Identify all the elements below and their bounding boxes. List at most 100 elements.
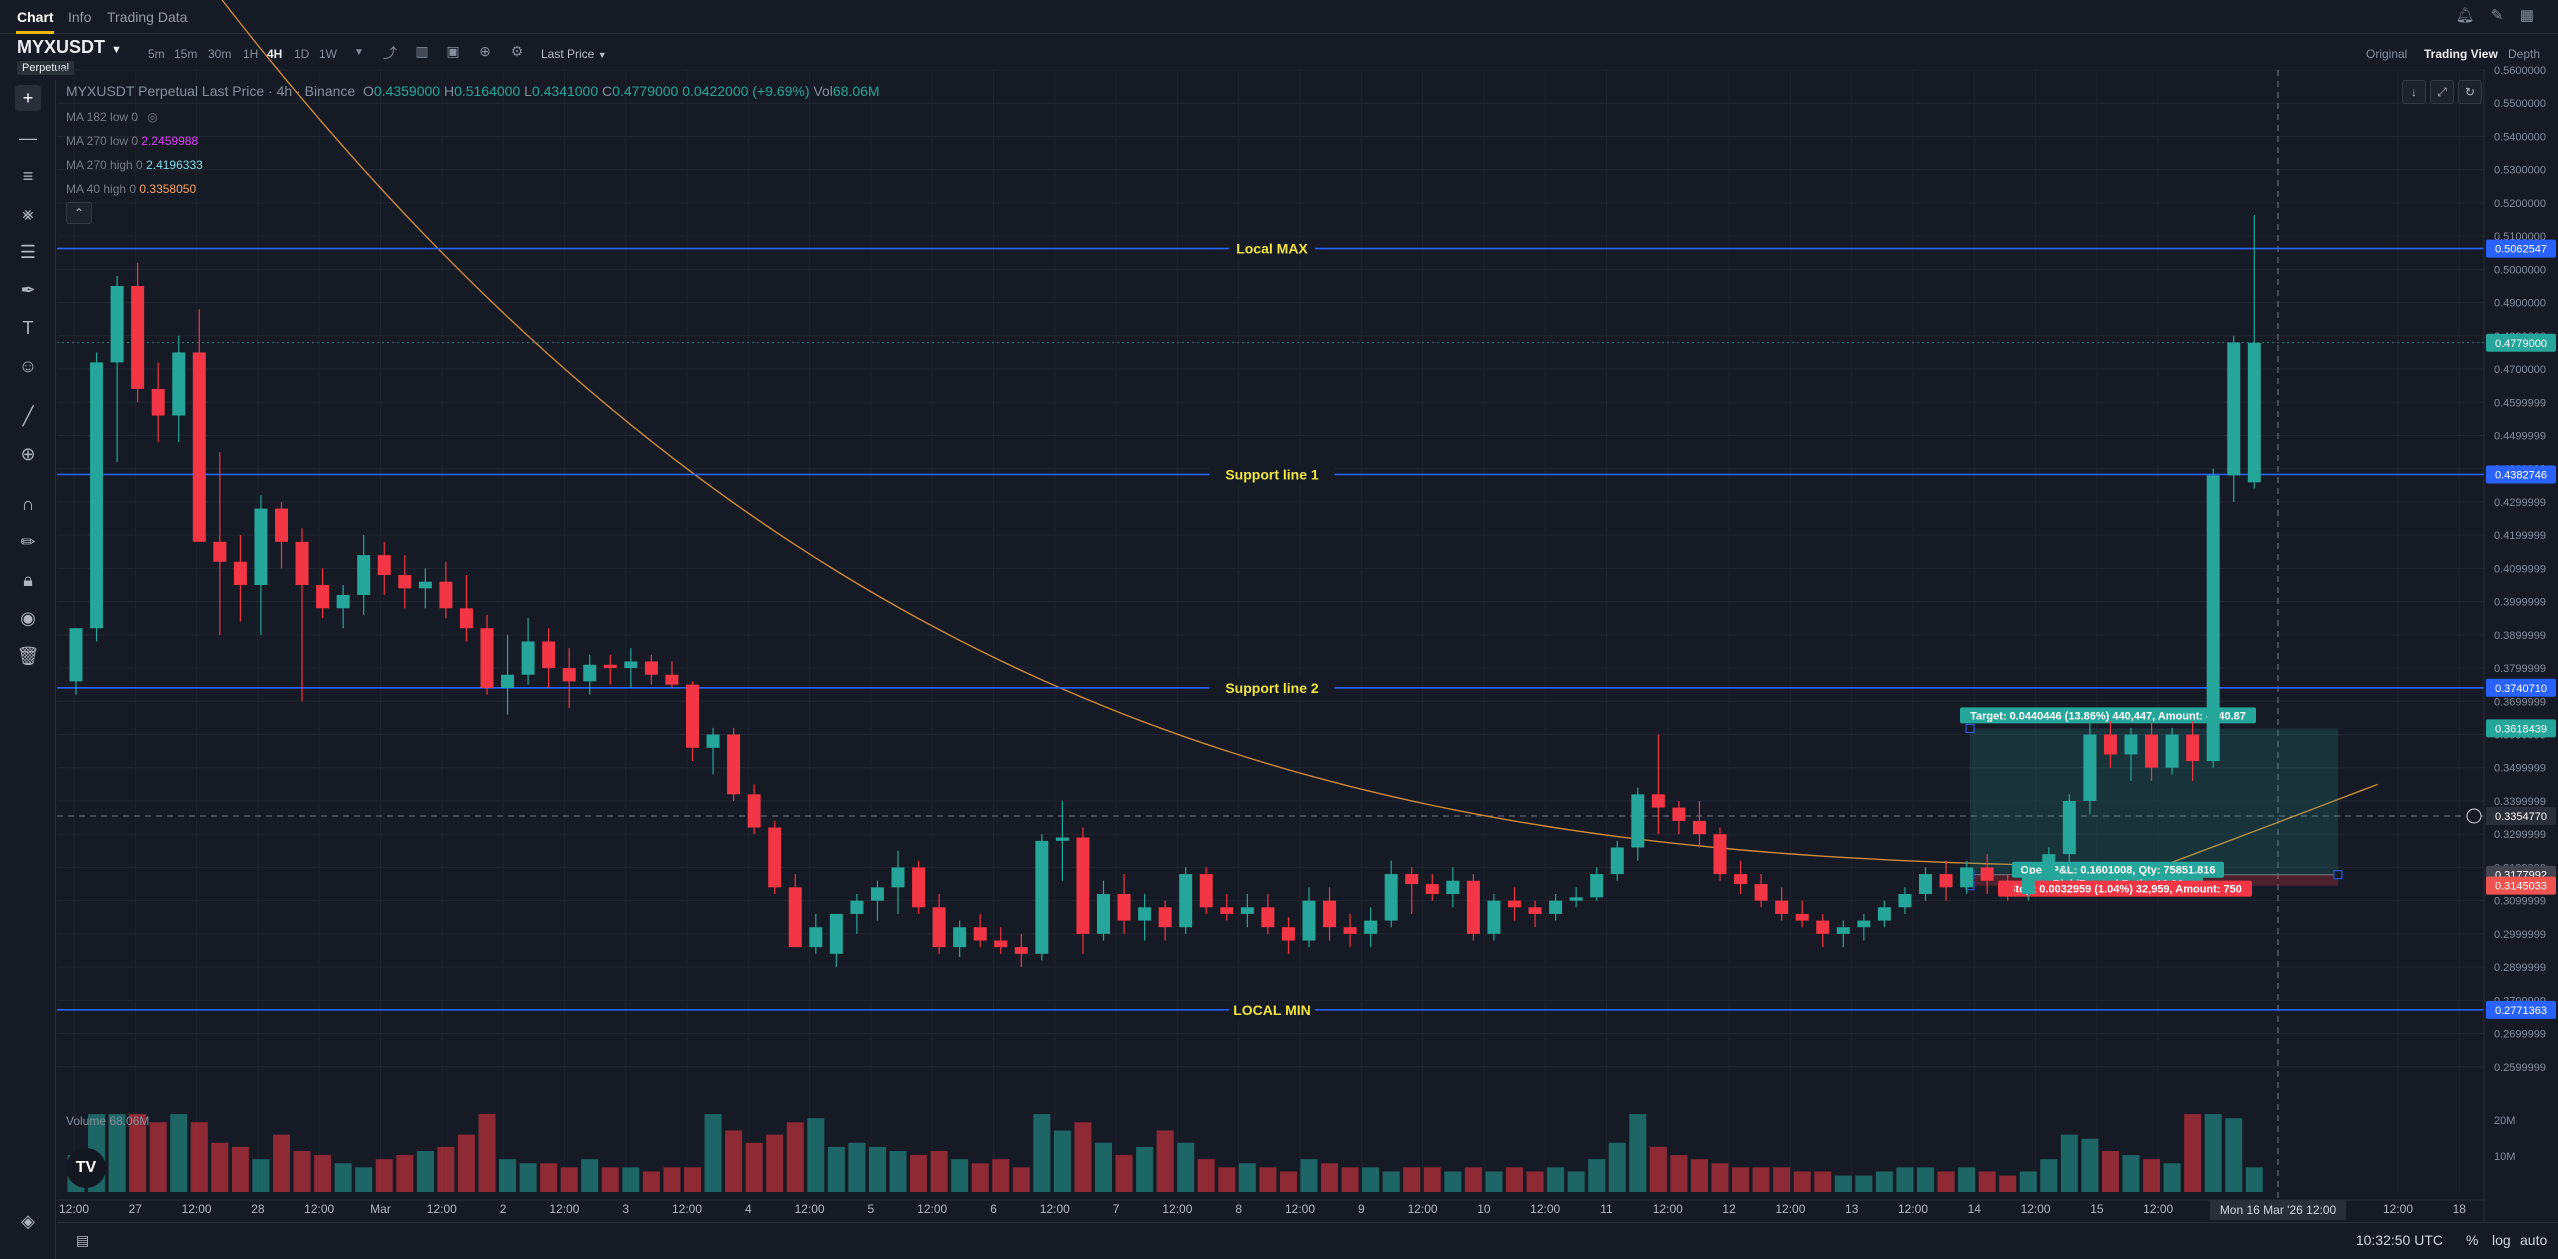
percent-toggle[interactable]: %: [2466, 1232, 2479, 1248]
interval-5m[interactable]: 5m: [148, 47, 165, 61]
refresh-icon[interactable]: ↻: [2458, 80, 2482, 104]
price-tick-label: 0.4900000: [2494, 298, 2546, 310]
view-trading-view[interactable]: Trading View: [2424, 47, 2498, 61]
indicators-icon[interactable]: ⤴: [383, 45, 397, 61]
brush-icon[interactable]: ✒: [20, 280, 36, 300]
candle-body: [2083, 734, 2097, 801]
candle-body: [644, 661, 658, 675]
candle-body: [1097, 894, 1110, 934]
indicator-ma182[interactable]: MA 182 low 0 ◎: [66, 110, 158, 124]
trash-icon[interactable]: 🗑︎: [16, 646, 40, 666]
volume-bar: [1218, 1167, 1236, 1192]
expand-icon[interactable]: ⤢: [2430, 80, 2454, 104]
calendar-icon[interactable]: ▤: [76, 1232, 90, 1248]
symbol-selector[interactable]: MYXUSDT ▼: [17, 37, 122, 58]
volume-bar: [951, 1159, 969, 1192]
candle-body: [418, 581, 432, 589]
log-toggle[interactable]: log: [2492, 1232, 2511, 1248]
candle-body: [2001, 880, 2015, 894]
fib-lines-icon[interactable]: ≡: [22, 166, 34, 186]
interval-1w[interactable]: 1W: [319, 47, 337, 61]
collapse-legend-button[interactable]: ⌃: [66, 202, 92, 224]
magnet-icon[interactable]: ∩: [21, 494, 35, 514]
utc-clock[interactable]: 10:32:50 UTC: [2355, 1232, 2443, 1248]
price-tick-label: 0.5300000: [2494, 165, 2546, 177]
volume-bar: [1444, 1171, 1462, 1192]
lock-icon[interactable]: 🔒︎: [23, 570, 33, 590]
volume-bar: [2101, 1151, 2119, 1192]
tab-info[interactable]: Info: [68, 9, 92, 25]
volume-bar: [1526, 1171, 1544, 1192]
price-tick-label: 0.4599999: [2494, 397, 2546, 409]
scroll-down-icon[interactable]: ↓: [2402, 80, 2426, 104]
time-tick-label: 12:00: [1162, 1202, 1192, 1216]
interval-1d[interactable]: 1D: [294, 47, 310, 61]
pencil-icon[interactable]: ✎: [2490, 7, 2504, 24]
layout-icon[interactable]: ▥: [415, 43, 429, 59]
time-tick-label: 15: [2090, 1202, 2104, 1216]
price-tick-label: 0.4700000: [2494, 364, 2546, 376]
crosshair-icon[interactable]: +: [15, 85, 41, 111]
stop-label: Stop: 0.0032959 (1.04%) 32,959, Amount: …: [2008, 884, 2242, 896]
add-icon[interactable]: ⊕: [479, 43, 491, 59]
candle-body: [131, 285, 145, 389]
measure-icon[interactable]: ╱: [22, 406, 34, 426]
indicator-ma40-high[interactable]: MA 40 high 0 0.3358050: [66, 182, 196, 196]
time-tick-label: 12:00: [1040, 1202, 1070, 1216]
camera-icon[interactable]: ▣: [446, 43, 460, 59]
interval-15m[interactable]: 15m: [174, 47, 198, 61]
candle-body: [2145, 734, 2159, 768]
price-tick-label: 0.3899999: [2494, 630, 2546, 642]
stop-label-bg: [1998, 880, 2252, 897]
price-source-select[interactable]: Last Price ▼: [541, 47, 607, 61]
price-tick-label: 0.2999999: [2494, 929, 2546, 941]
view-depth[interactable]: Depth: [2508, 47, 2541, 61]
candle-body: [1405, 874, 1419, 885]
volume-bar: [375, 1159, 393, 1192]
view-original[interactable]: Original: [2366, 47, 2408, 61]
price-tick-label: 0.3699999: [2494, 696, 2546, 708]
candle-body: [90, 362, 104, 629]
horizontal-line-icon[interactable]: —: [19, 128, 37, 148]
vol-value: 68.06M: [832, 83, 880, 99]
ruler-lines-icon[interactable]: ☰: [19, 242, 37, 262]
pattern-icon[interactable]: ⨳: [22, 204, 34, 224]
add-alert-icon: [2466, 808, 2482, 824]
dropdown-icon[interactable]: ▼: [354, 47, 364, 58]
indicator-value: 2.2459988: [141, 134, 199, 148]
grid-icon[interactable]: ▦: [2519, 7, 2535, 24]
text-icon[interactable]: T: [22, 318, 34, 338]
emoji-icon[interactable]: ☺: [18, 356, 38, 376]
indicator-ma270-high[interactable]: MA 270 high 0 2.4196333: [66, 158, 203, 172]
volume-bar: [170, 1114, 188, 1192]
settings-icon[interactable]: ⚙: [510, 43, 524, 59]
zoom-in-icon[interactable]: ⊕: [20, 444, 36, 464]
candle-body: [932, 907, 946, 948]
price-marker-badge: [2486, 876, 2556, 895]
interval-1h[interactable]: 1H: [243, 47, 259, 61]
tab-chart[interactable]: Chart: [17, 9, 54, 25]
eye-off-icon[interactable]: ◎: [147, 110, 158, 124]
time-tick-label: 10: [1477, 1202, 1491, 1216]
time-tick-label: 12:00: [795, 1202, 825, 1216]
candle-body: [1836, 927, 1850, 934]
candle-body: [2062, 800, 2076, 855]
volume-bar: [848, 1142, 866, 1192]
eye-icon[interactable]: ◉: [20, 608, 36, 628]
bell-icon[interactable]: 🔔︎: [2455, 7, 2475, 24]
candle-body: [1795, 913, 1809, 921]
interval-30m[interactable]: 30m: [208, 47, 232, 61]
indicator-ma270-low[interactable]: MA 270 low 0 2.2459988: [66, 134, 198, 148]
auto-toggle[interactable]: auto: [2520, 1232, 2548, 1248]
interval-4h[interactable]: 4H: [267, 47, 283, 61]
time-tick-label: 12:00: [59, 1202, 89, 1216]
price-tick-label: 0.4099999: [2494, 563, 2546, 575]
candle-body: [172, 352, 186, 416]
volume-bar: [211, 1142, 229, 1192]
time-tick-label: 13: [1845, 1202, 1859, 1216]
tab-trading-data[interactable]: Trading Data: [107, 9, 188, 25]
layers-icon[interactable]: ◈: [21, 1211, 35, 1231]
candle-body: [2247, 342, 2261, 483]
lock-drawing-icon[interactable]: ✏: [20, 532, 36, 552]
